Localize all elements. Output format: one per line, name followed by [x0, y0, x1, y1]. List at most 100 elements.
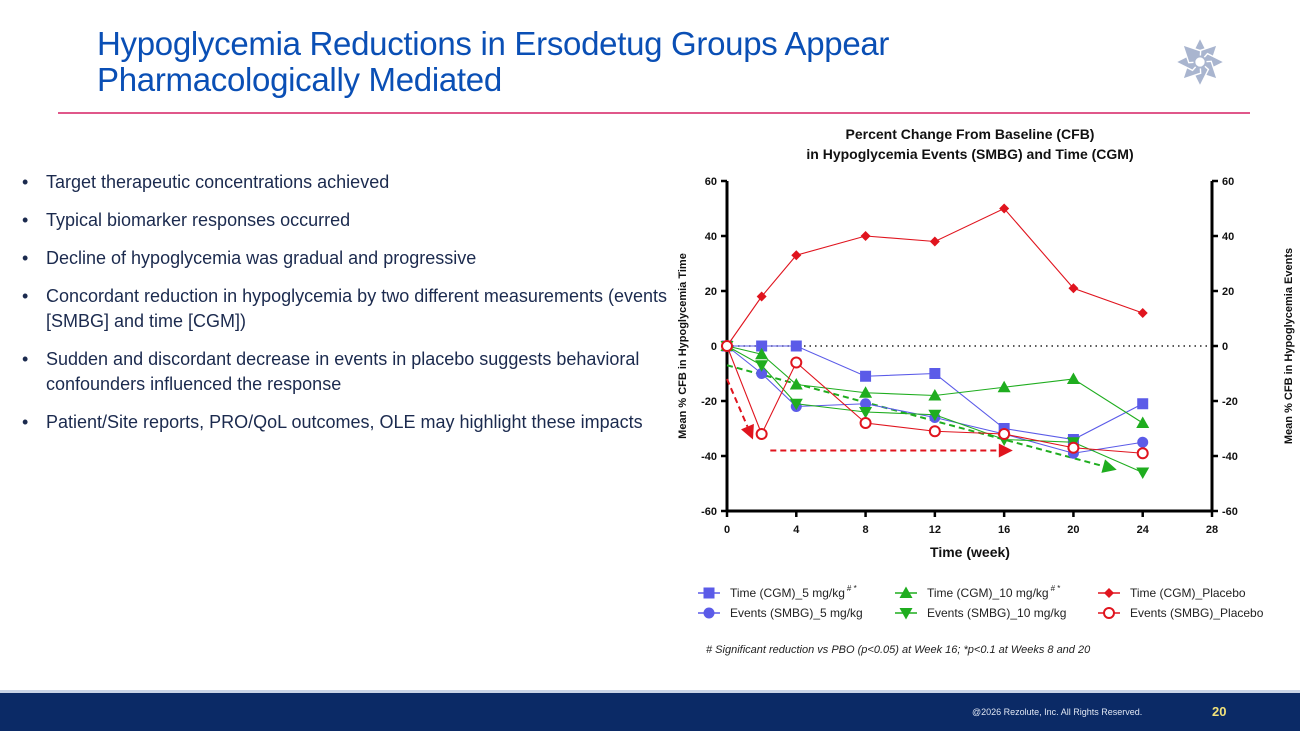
data-point [721, 340, 733, 352]
data-point [790, 340, 802, 352]
legend-label: Time (CGM)_10 mg/kg [927, 586, 1049, 600]
y-tick-label-right: 0 [1222, 341, 1228, 353]
series-line [726, 345, 1144, 424]
bullet-text: Decline of hypoglycemia was gradual and … [46, 248, 477, 268]
y-tick-label-right: -60 [1222, 506, 1238, 518]
data-point [999, 203, 1010, 214]
data-point [790, 356, 803, 369]
rosette-logo-icon [1174, 36, 1226, 88]
title-divider [58, 112, 1250, 114]
y-axis-label-right: Mean % CFB in Hypoglycemia Events [1283, 248, 1295, 444]
series-line [726, 207, 1143, 347]
line-chart: Percent Change From Baseline (CFB) in Hy… [677, 126, 1295, 656]
series-line [726, 345, 1143, 474]
legend-label: Events (SMBG)_Placebo [1130, 606, 1264, 620]
chart-title-line-1: Percent Change From Baseline (CFB) [846, 126, 1095, 142]
x-tick-label: 24 [1137, 524, 1150, 536]
bullet-dot-icon: • [22, 349, 29, 369]
arrow-head-icon [998, 443, 1013, 458]
x-tick-label: 16 [998, 524, 1010, 536]
data-point [860, 370, 872, 382]
series-time-cgm-placebo [722, 203, 1148, 351]
data-point [756, 291, 767, 302]
data-point [755, 428, 768, 440]
data-point [756, 340, 768, 352]
data-point [789, 378, 803, 390]
arrow-shaft [726, 364, 1104, 468]
y-tick-label-left: 0 [711, 341, 717, 353]
data-point [859, 407, 873, 419]
x-tick-label: 28 [1206, 524, 1218, 536]
legend-marker-icon [1103, 607, 1115, 619]
data-point [1067, 441, 1080, 454]
legend-label: Events (SMBG)_10 mg/kg [927, 606, 1066, 620]
legend-superscript: # * [847, 584, 857, 593]
copyright-text: @2026 Rezolute, Inc. All Rights Reserved… [972, 707, 1143, 717]
legend-superscript: # * [1051, 584, 1061, 593]
bullet-text: Typical biomarker responses occurred [46, 210, 351, 230]
bullet-dot-icon: • [22, 210, 29, 230]
data-point [928, 389, 942, 401]
data-point [859, 417, 872, 429]
legend-item: Events (SMBG)_10 mg/kg [895, 606, 1066, 620]
y-tick-label-right: -20 [1222, 396, 1238, 408]
data-point [755, 360, 769, 372]
bullet-text: Sudden and discordant decrease in events… [46, 349, 640, 394]
data-point [859, 386, 873, 398]
legend-label: Time (CGM)_Placebo [1130, 586, 1246, 600]
bullet-item: • Target therapeutic concentrations achie… [20, 170, 670, 195]
x-tick-label: 8 [863, 524, 869, 536]
bullet-item: • Typical biomarker responses occurred [20, 208, 670, 233]
data-point [1136, 447, 1149, 460]
legend-item: Time (CGM)_Placebo [1098, 586, 1246, 600]
x-axis-label: Time (week) [930, 544, 1010, 560]
bullet-dot-icon: • [22, 172, 29, 192]
legend-marker-icon [703, 607, 715, 619]
legend-item: Time (CGM)_10 mg/kg # * [895, 584, 1060, 600]
legend-label: Events (SMBG)_5 mg/kg [730, 606, 863, 620]
data-point [1137, 398, 1149, 410]
page-number: 20 [1212, 704, 1227, 719]
series-time-cgm-10-mg-kg [720, 339, 1150, 428]
bullet-dot-icon: • [22, 248, 29, 268]
series-events-smbg-placebo [721, 340, 1149, 460]
legend-item: Events (SMBG)_Placebo [1098, 606, 1264, 620]
bullet-dot-icon: • [22, 412, 29, 432]
data-point [755, 347, 769, 360]
data-point [997, 380, 1011, 393]
y-tick-label-left: -20 [701, 396, 717, 408]
y-tick-label-left: 20 [705, 286, 717, 298]
title-line-1: Hypoglycemia Reductions in Ersodetug Gro… [97, 25, 890, 62]
chart-title-line-2: in Hypoglycemia Events (SMBG) and Time (… [806, 146, 1133, 162]
data-point [860, 231, 871, 241]
y-tick-label-left: -40 [701, 451, 717, 463]
drug-trend-arrow [726, 364, 1117, 473]
series-line [727, 345, 1143, 441]
bullet-dot-icon: • [22, 286, 29, 306]
y-axis-label-left: Mean % CFB in Hypoglycemia Time [677, 253, 689, 439]
bullet-item: • Concordant reduction in hypoglycemia by… [20, 284, 670, 334]
x-tick-label: 0 [724, 524, 730, 536]
y-tick-label-left: 60 [705, 176, 717, 188]
x-tick-label: 4 [793, 524, 800, 536]
arrow-head-icon [1101, 459, 1117, 473]
page-title: Hypoglycemia Reductions in Ersodetug Gro… [97, 26, 1097, 98]
data-point [789, 398, 803, 411]
footer-bar [0, 693, 1300, 731]
data-point [929, 236, 940, 247]
footer-border [0, 690, 1300, 693]
data-point [928, 409, 942, 422]
y-tick-label-left: 40 [705, 231, 717, 243]
legend-marker-icon [1104, 588, 1114, 598]
bullet-list: • Target therapeutic concentrations achie… [20, 170, 670, 448]
y-tick-label-right: 20 [1222, 286, 1234, 298]
bullet-text: Patient/Site reports, PRO/QoL outcomes, … [46, 412, 643, 432]
x-tick-label: 12 [929, 524, 941, 536]
bullet-item: • Decline of hypoglycemia was gradual and… [20, 246, 670, 271]
y-tick-label-left: -60 [701, 506, 717, 518]
y-tick-label-right: 60 [1222, 176, 1234, 188]
y-tick-label-right: 40 [1222, 231, 1234, 243]
series-events-smbg-10-mg-kg [720, 341, 1150, 479]
series-line [726, 345, 1143, 454]
series-line [726, 345, 1143, 454]
